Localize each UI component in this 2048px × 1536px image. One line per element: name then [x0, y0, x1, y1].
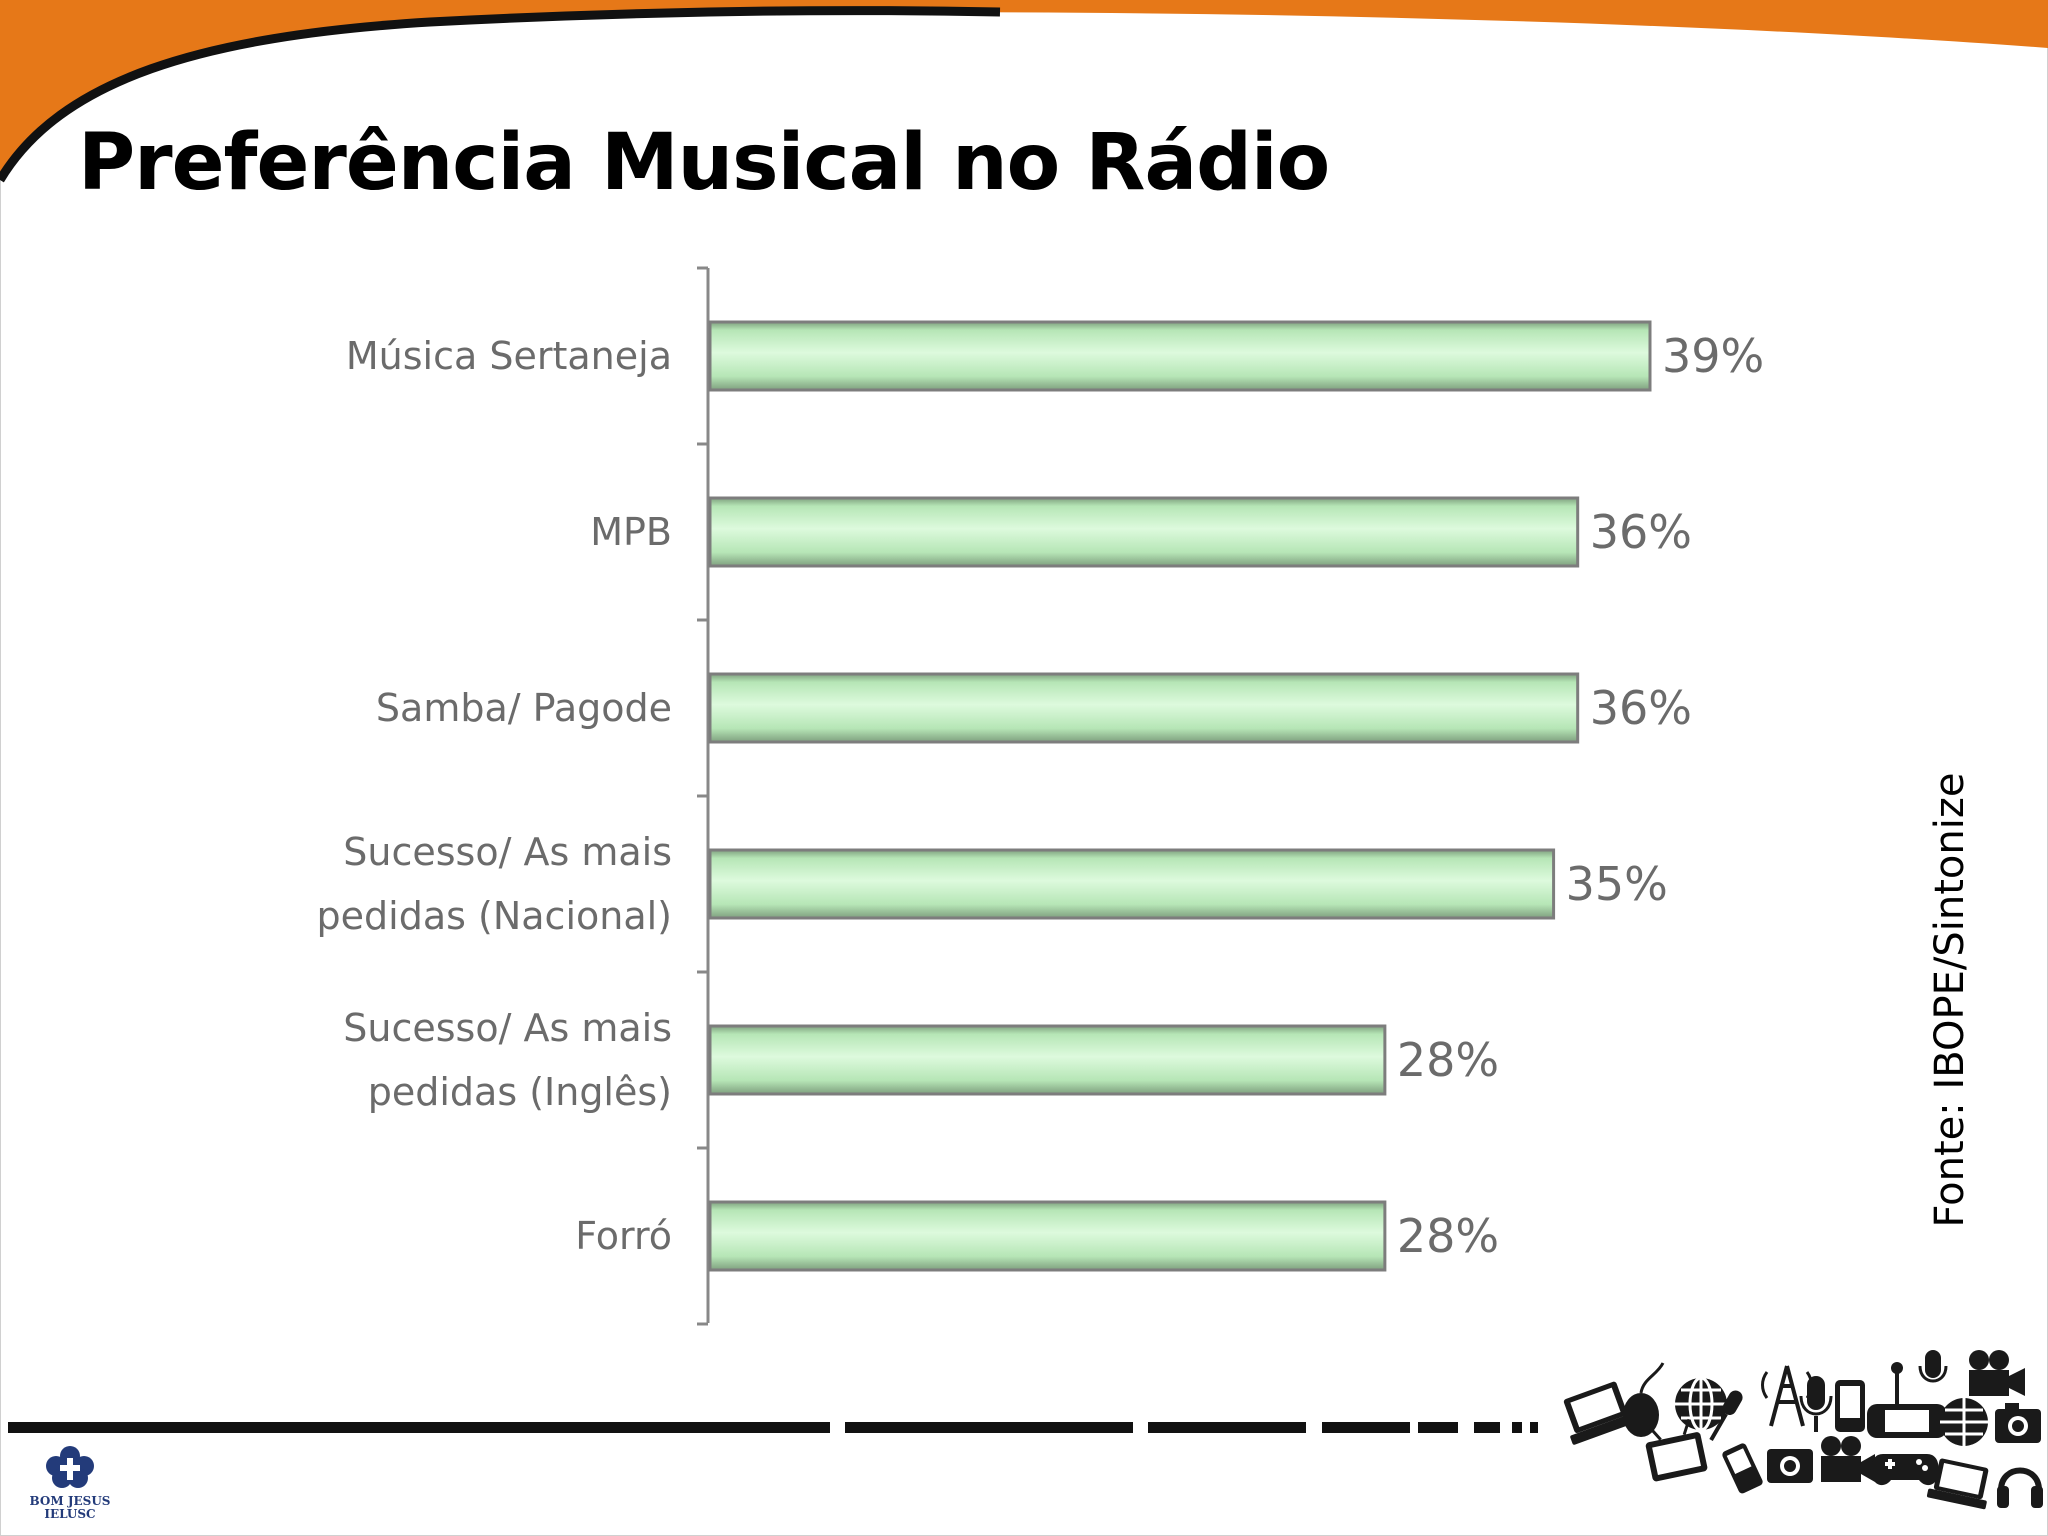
- bar: [708, 1200, 1387, 1272]
- data-label: 28%: [1397, 1209, 1499, 1263]
- category-label: Samba/ Pagode: [376, 686, 672, 730]
- camera-icon: [1995, 1403, 2041, 1443]
- bar: [708, 496, 1580, 568]
- microphone-icon: [1918, 1350, 1948, 1383]
- y-axis: [697, 266, 710, 1326]
- orange-header-swoosh: [0, 0, 2048, 183]
- microphone-icon: [1709, 1390, 1743, 1441]
- movie-camera-icon: [1969, 1350, 2025, 1396]
- headphones-icon: [1997, 1467, 2043, 1508]
- globe-icon: [1675, 1376, 1727, 1432]
- data-label: 36%: [1590, 681, 1692, 735]
- radio-tower-icon: [1761, 1365, 1813, 1427]
- data-label: 28%: [1397, 1033, 1499, 1087]
- bar: [708, 848, 1556, 920]
- mouse-icon: [1623, 1362, 1665, 1437]
- category-label: pedidas (Inglês): [368, 1070, 672, 1114]
- microphone-icon: [1799, 1376, 1833, 1432]
- data-label: 39%: [1662, 329, 1764, 383]
- category-label: pedidas (Nacional): [317, 894, 672, 938]
- bars: [708, 320, 1652, 1272]
- bar: [708, 320, 1652, 392]
- y-axis-ticks: [697, 266, 708, 1326]
- slide-title: Preferência Musical no Rádio: [78, 118, 1330, 208]
- footer-segment: [1322, 1422, 1410, 1433]
- category-label: Forró: [575, 1214, 672, 1258]
- camera-icon: [1767, 1449, 1813, 1483]
- data-label: 36%: [1590, 505, 1692, 559]
- category-label: Música Sertaneja: [346, 334, 672, 378]
- laptop-icon: [1563, 1381, 1637, 1445]
- globe-icon: [1940, 1398, 1988, 1446]
- footer-segment: [1512, 1422, 1522, 1433]
- footer-segment: [8, 1422, 830, 1433]
- footer-segment: [1474, 1422, 1500, 1433]
- footer-segment: [1148, 1422, 1306, 1433]
- source-note: Fonte: IBOPE/Sintonize: [1927, 772, 1973, 1228]
- footer-dashed-line: [8, 1422, 1538, 1433]
- bar-chart: Música Sertaneja MPB Samba/ Pagode Sucesso/…: [317, 266, 1764, 1326]
- gamepad-icon: [1867, 1362, 1947, 1438]
- bar: [708, 672, 1580, 744]
- logo-text: BOM JESUS IELUSC: [29, 1494, 111, 1521]
- bom-jesus-ielusc-logo: BOM JESUS IELUSC: [22, 1444, 118, 1524]
- tv-icon: [1645, 1418, 1708, 1482]
- category-label: Sucesso/ As mais: [343, 830, 672, 874]
- orange-band: [0, 0, 2048, 180]
- logo-emblem-icon: [46, 1446, 94, 1488]
- data-labels: 39% 36% 36% 35% 28% 28%: [1397, 329, 1764, 1263]
- footer-segment: [1418, 1422, 1458, 1433]
- black-swoosh-line: [0, 6, 1001, 183]
- media-icons-cluster: [1563, 1350, 2043, 1510]
- category-label: MPB: [590, 510, 672, 554]
- category-label: Sucesso/ As mais: [343, 1006, 672, 1050]
- movie-camera-icon: [1821, 1436, 1875, 1482]
- gamepad-icon: [1871, 1454, 1939, 1486]
- footer-segment: [1530, 1422, 1538, 1433]
- bar: [708, 1024, 1387, 1096]
- footer-segment: [845, 1422, 1133, 1433]
- data-label: 35%: [1566, 857, 1668, 911]
- laptop-icon: [1926, 1458, 1989, 1510]
- pda-icon: [1722, 1443, 1763, 1494]
- smartphone-icon: [1835, 1380, 1865, 1432]
- category-labels: Música Sertaneja MPB Samba/ Pagode Sucesso/…: [317, 334, 672, 1258]
